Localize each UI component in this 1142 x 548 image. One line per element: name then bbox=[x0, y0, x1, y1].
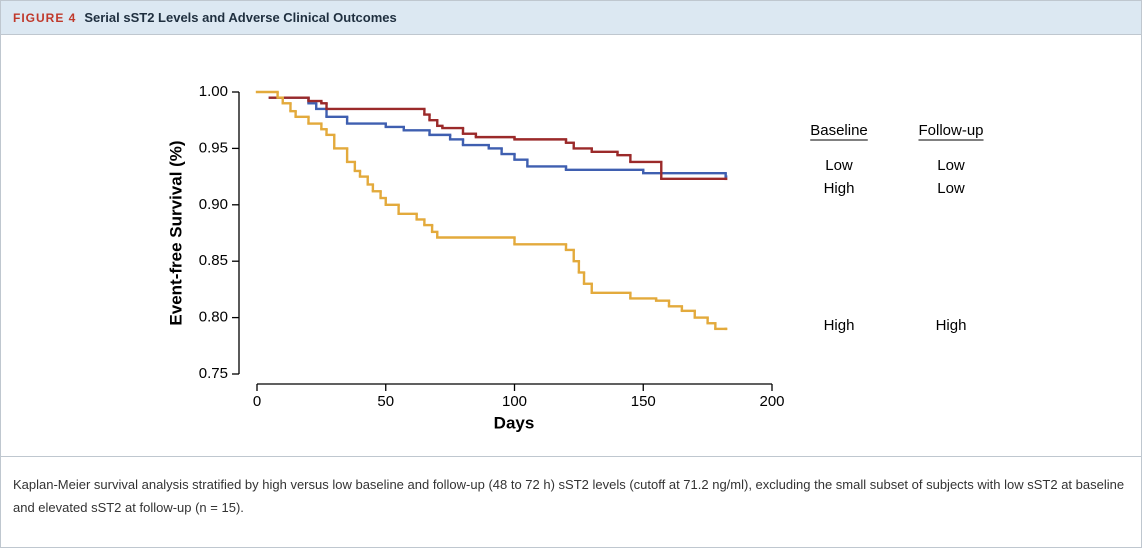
chart: Event-free Survival (%) Days 0.75 0.80 0.8… bbox=[166, 83, 984, 432]
y-axis-label: Event-free Survival (%) bbox=[166, 140, 185, 325]
legend-baseline: Low bbox=[825, 157, 853, 174]
figure-label: FIGURE 4 bbox=[13, 10, 77, 25]
x-tick-label: 200 bbox=[759, 393, 784, 410]
legend-follow-up: Low bbox=[937, 157, 965, 174]
y-tick-label: 0.95 bbox=[199, 139, 228, 156]
x-tick-label: 0 bbox=[253, 393, 261, 410]
y-tick-label: 1.00 bbox=[199, 83, 228, 100]
legend-header: Baseline bbox=[810, 122, 868, 139]
x-axis-label: Days bbox=[494, 413, 535, 432]
y-tick-label: 0.90 bbox=[199, 196, 228, 213]
legend-baseline: High bbox=[824, 317, 855, 334]
figure-header: FIGURE 4 Serial sST2 Levels and Adverse … bbox=[1, 1, 1141, 35]
figure-title: Serial sST2 Levels and Adverse Clinical … bbox=[84, 10, 397, 25]
x-tick-label: 150 bbox=[631, 393, 656, 410]
y-tick-label: 0.80 bbox=[199, 309, 228, 326]
legend-follow-up: High bbox=[936, 317, 967, 334]
x-tick-label: 50 bbox=[377, 393, 394, 410]
y-tick-label: 0.75 bbox=[199, 365, 228, 382]
legend-header: Follow-up bbox=[918, 122, 983, 139]
y-tick-label: 0.85 bbox=[199, 252, 228, 269]
legend-baseline: High bbox=[824, 180, 855, 197]
caption: Kaplan-Meier survival analysis stratifie… bbox=[1, 456, 1141, 547]
legend-follow-up: Low bbox=[937, 180, 965, 197]
x-tick-label: 100 bbox=[502, 393, 527, 410]
